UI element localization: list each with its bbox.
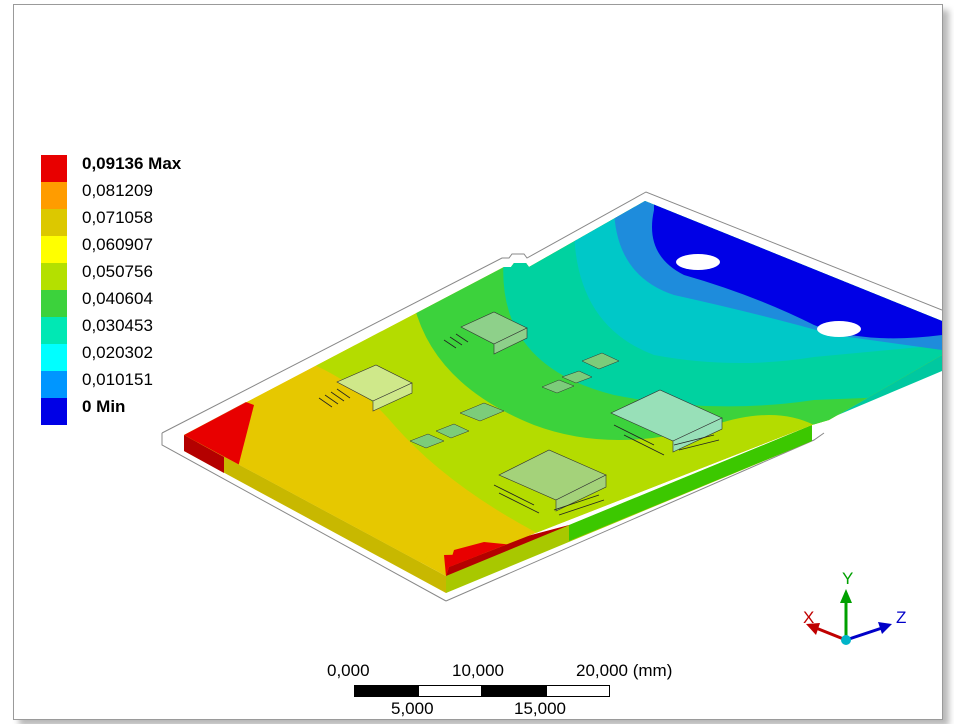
legend-value-label: 0,030453 [82,316,153,335]
legend-row: 0,030453 [41,317,201,344]
legend-swatch [41,344,67,371]
legend-value-label: 0,010151 [82,370,153,389]
legend-value-label: 0,050756 [82,262,153,281]
legend-swatch [41,236,67,263]
legend-swatch [41,155,67,182]
scale-segment-1 [354,685,418,697]
legend-row: 0,081209 [41,182,201,209]
legend-swatch [41,290,67,317]
legend-value-label: 0,040604 [82,289,153,308]
axis-triad[interactable]: Y X Z [794,565,934,665]
legend-swatch [41,263,67,290]
legend-value-label: 0 Min [82,397,126,416]
scale-segment-3 [482,685,546,697]
legend-swatch [41,182,67,209]
pcb-model-contour[interactable] [14,5,942,719]
legend-value-label: 0,071058 [82,208,153,227]
mounting-hole-2 [817,321,861,337]
small-components [409,352,620,449]
legend-row: 0,09136 Max [41,155,201,182]
z-axis-label: Z [896,608,907,627]
scale-label-20: 20,000 (mm) [576,661,673,680]
legend-row: 0 Min [41,398,201,425]
legend-value-label: 0,09136 Max [82,154,182,173]
board-left-edge [184,435,446,593]
scale-bar: 0,000 10,000 20,000 (mm) 5,000 15,000 [314,660,734,719]
triad-arrows [806,589,892,645]
undeformed-outline [161,191,942,434]
graphics-viewport[interactable]: 0,09136 Max 0,081209 0,071058 0,060907 0,050… [13,4,943,720]
legend-value-label: 0,020302 [82,343,153,362]
legend-row: 0,010151 [41,371,201,398]
legend-row: 0,050756 [41,263,201,290]
scale-label-0: 0,000 [327,661,370,680]
legend-swatch [41,209,67,236]
legend-row: 0,040604 [41,290,201,317]
legend-row: 0,071058 [41,209,201,236]
scale-segment-4 [546,685,610,697]
legend-row: 0,060907 [41,236,201,263]
x-axis-label: X [803,608,815,627]
ic-component-2 [460,311,528,355]
scale-label-10: 10,000 [452,661,504,680]
scale-segment-2 [418,685,482,697]
legend-value-label: 0,060907 [82,235,153,254]
ic-component-1 [336,364,413,412]
legend-value-label: 0,081209 [82,181,153,200]
scale-label-15: 15,000 [514,699,566,718]
mounting-hole-1 [676,254,720,270]
ic-component-3 [610,389,723,453]
legend-swatch [41,371,67,398]
y-axis-label: Y [842,569,854,588]
legend-row: 0,020302 [41,344,201,371]
legend-swatch [41,398,67,425]
ic-component-4 [498,449,607,512]
scale-label-5: 5,000 [391,699,434,718]
component-pins [318,333,720,516]
legend-swatch [41,317,67,344]
